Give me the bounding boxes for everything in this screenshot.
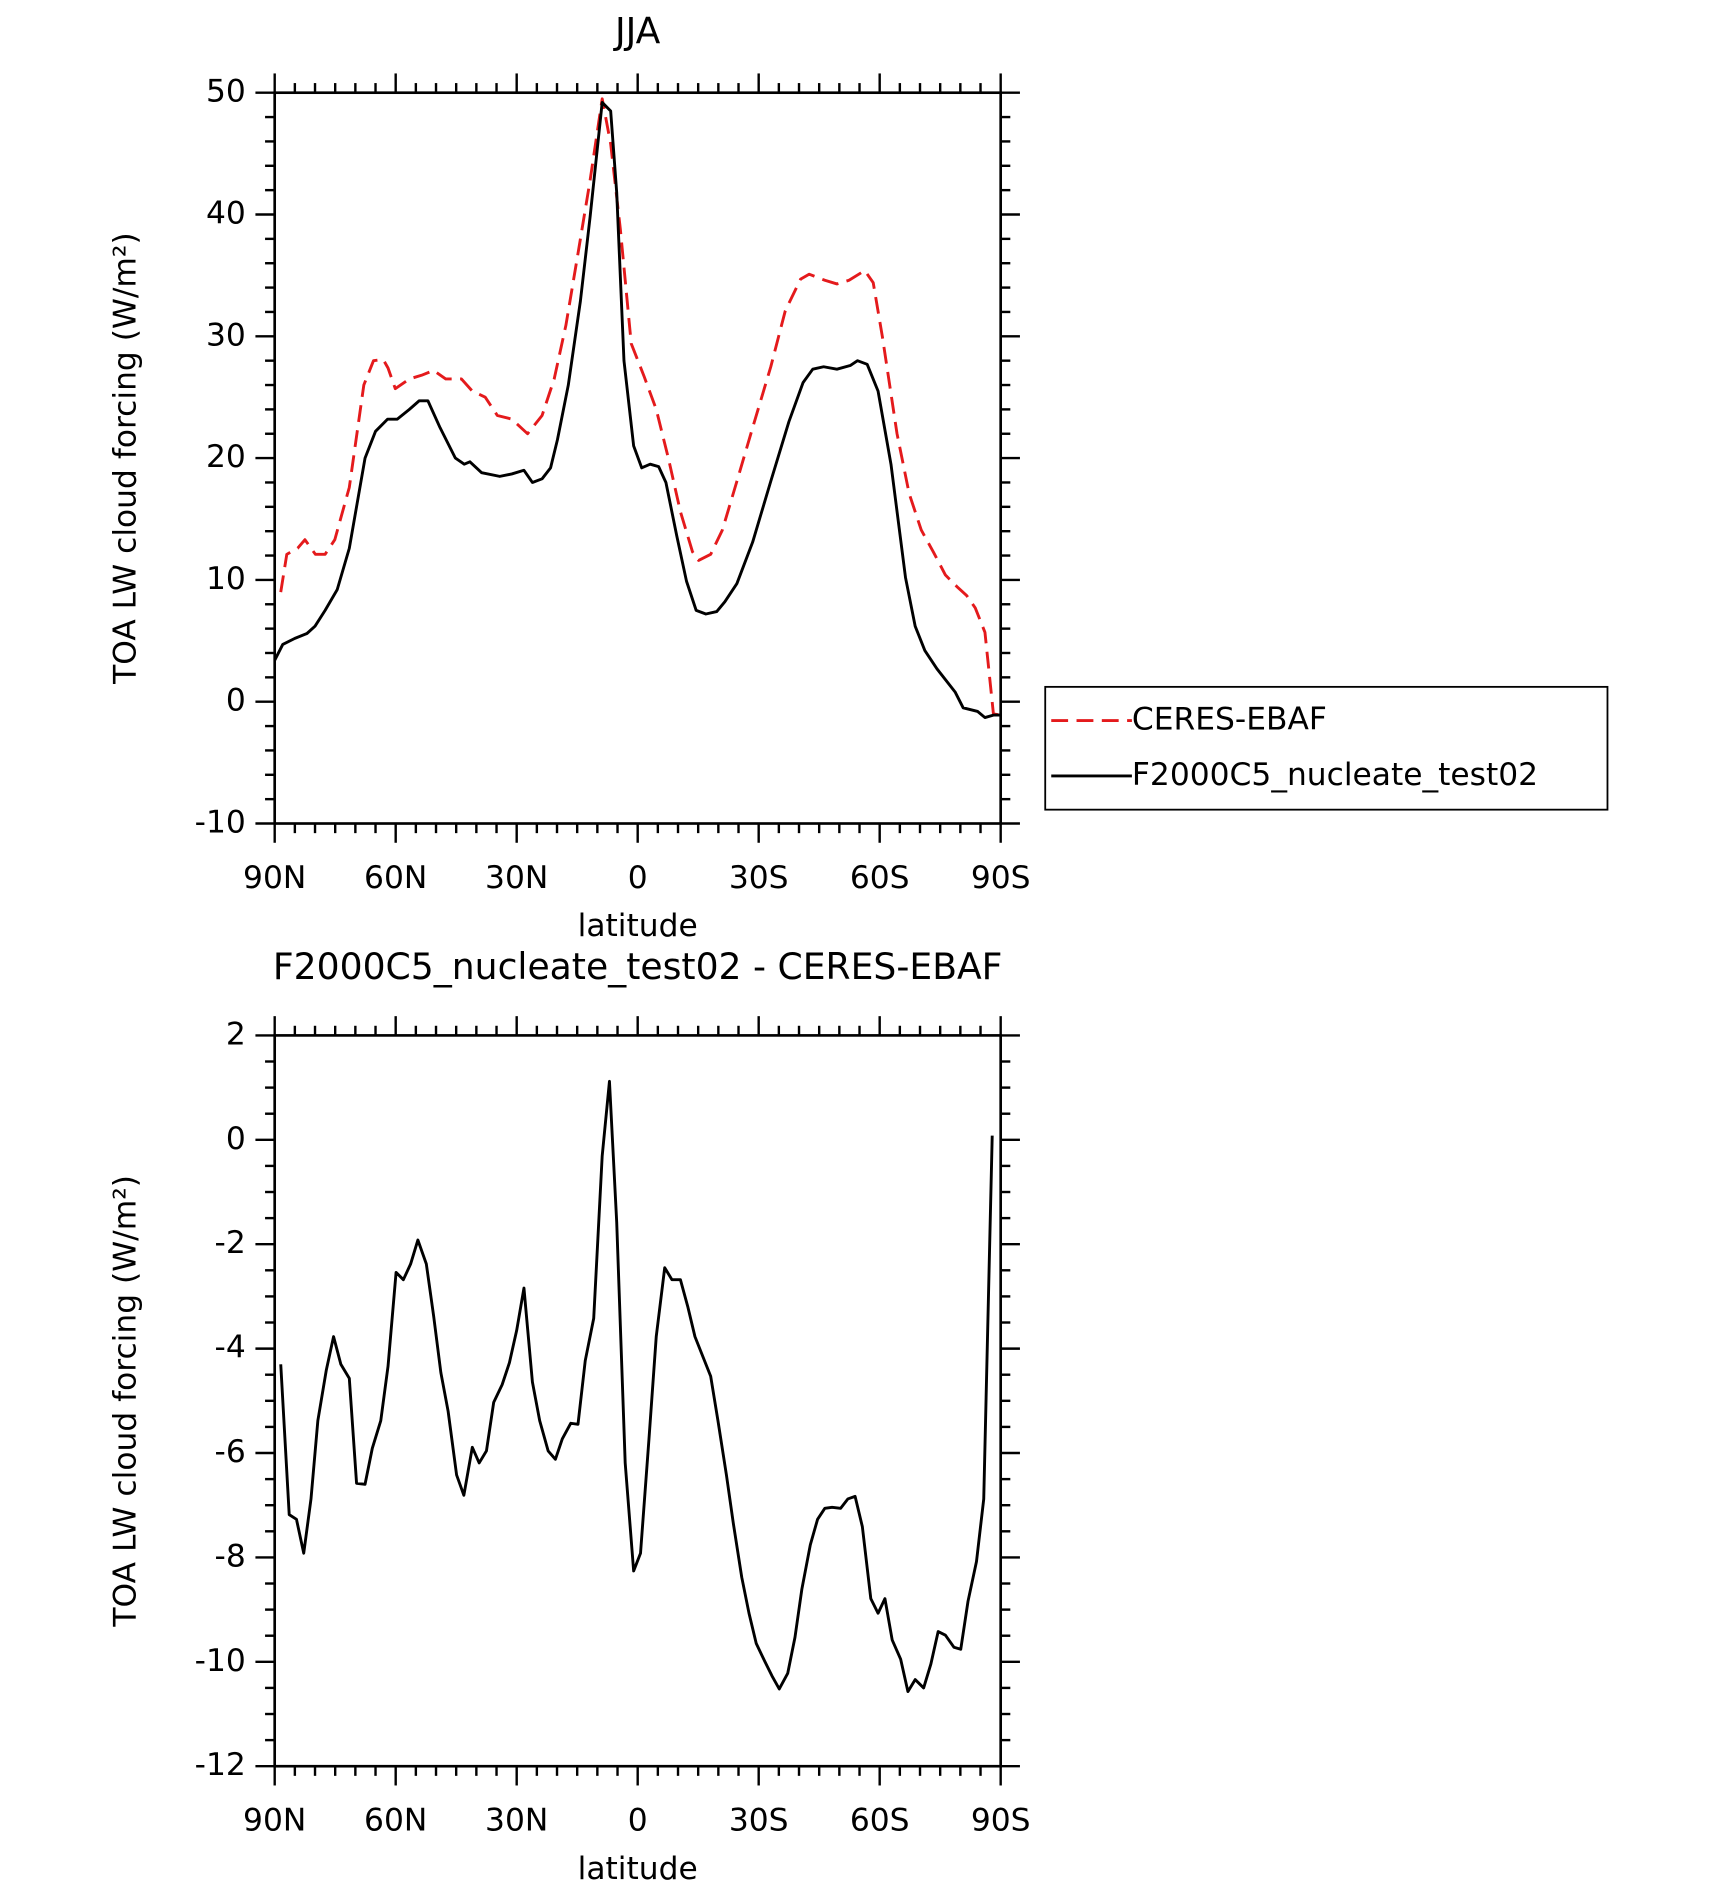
y-axis-label: TOA LW cloud forcing (W/m²): [108, 232, 144, 685]
y-tick-label: -6: [215, 1434, 246, 1470]
x-tick-label: 60N: [364, 1803, 427, 1839]
chart-panel: F2000C5_nucleate_test02 - CERES-EBAF lati…: [108, 945, 1031, 1883]
x-tick-label: 0: [628, 1803, 648, 1839]
data-line: [279, 97, 1001, 717]
legend-label: CERES-EBAF: [1132, 702, 1327, 738]
x-tick-label: 90S: [971, 860, 1031, 896]
x-tick-label: 30S: [729, 860, 789, 896]
x-tick-label: 60N: [364, 860, 427, 896]
y-tick-label: -10: [195, 805, 246, 841]
x-tick-label: 90N: [243, 1803, 306, 1839]
chart-panel: JJA latitude TOA LW cloud forcing (W/m²) -1…: [108, 10, 1609, 944]
plot-frame: [273, 1034, 1003, 1768]
y-tick-label: 20: [206, 439, 246, 475]
y-tick-label: -10: [195, 1643, 246, 1679]
x-tick-label: 90N: [243, 860, 306, 896]
x-tick-label: 0: [628, 860, 648, 896]
y-tick-label: 10: [206, 561, 246, 597]
y-tick-label: -8: [215, 1538, 246, 1574]
x-tick-label: 60S: [850, 860, 910, 896]
x-axis-label: latitude: [578, 908, 698, 944]
x-tick-label: 30N: [485, 860, 548, 896]
chart-title: F2000C5_nucleate_test02 - CERES-EBAF: [273, 945, 1003, 988]
x-tick-label: 30S: [729, 1803, 789, 1839]
y-tick-label: 2: [226, 1016, 246, 1052]
plot-frame: [273, 91, 1003, 825]
legend-label: F2000C5_nucleate_test02: [1132, 757, 1538, 793]
y-tick-label: -2: [215, 1225, 246, 1261]
x-tick-label: 30N: [485, 1803, 548, 1839]
x-tick-label: 90S: [971, 1803, 1031, 1839]
y-tick-label: -12: [195, 1747, 246, 1783]
y-tick-label: -4: [215, 1330, 246, 1366]
chart-title: JJA: [613, 10, 661, 53]
legend-box: [1044, 685, 1609, 811]
x-tick-label: 60S: [850, 1803, 910, 1839]
x-axis-label: latitude: [578, 1851, 698, 1883]
data-line: [279, 1079, 994, 1694]
y-tick-label: 0: [226, 683, 246, 719]
y-tick-label: 40: [206, 196, 246, 232]
y-tick-label: 50: [206, 74, 246, 110]
data-line: [273, 101, 1001, 719]
y-tick-label: 30: [206, 317, 246, 353]
y-axis-label: TOA LW cloud forcing (W/m²): [108, 1175, 144, 1628]
y-tick-label: 0: [226, 1121, 246, 1157]
